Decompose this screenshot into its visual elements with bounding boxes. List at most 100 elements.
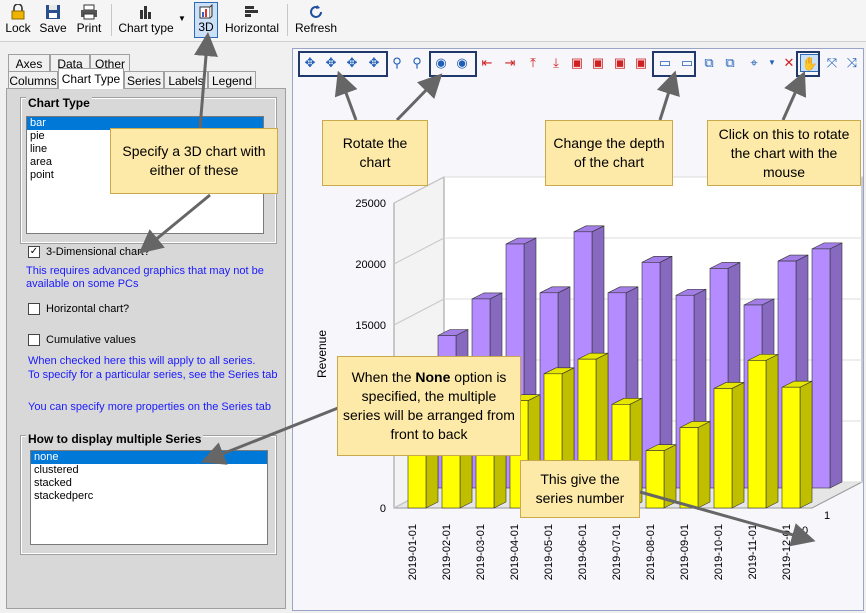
cube-copy-icon[interactable]: ⧉ [725, 55, 735, 70]
three-d-checkbox[interactable]: ✓ [28, 246, 40, 258]
callout-depth: Change the depth of the chart [545, 120, 673, 186]
eye-left-icon[interactable]: ◉ [435, 55, 447, 70]
cumulative-note: When checked here this will apply to all… [28, 355, 256, 367]
save-button[interactable]: Save [38, 2, 68, 38]
tab-other[interactable]: Other [90, 54, 130, 72]
rotate-left-icon[interactable]: ✥ [304, 55, 316, 70]
reset-view-icon[interactable]: ✕ [783, 55, 795, 70]
multi-series-listbox[interactable]: none clustered stacked stackedperc [30, 450, 268, 545]
three-d-note: This requires advanced graphics that may… [26, 265, 264, 277]
rotate-down-icon[interactable]: ✥ [368, 55, 380, 70]
cumulative-note: To specify for a particular series, see … [28, 369, 278, 381]
callout-series-number: This give the series number [520, 460, 640, 518]
list-item[interactable]: stackedperc [34, 490, 94, 502]
list-item[interactable]: area [30, 156, 53, 168]
tab-columns[interactable]: Columns [8, 71, 58, 89]
x-tick-label: 2019-04-01 [509, 524, 521, 580]
callout-text-bold: None [415, 369, 451, 385]
gridline [393, 298, 445, 326]
bar-side [829, 242, 843, 489]
three-d-label: 3D [198, 20, 214, 34]
x-tick-label: 2019-03-01 [475, 524, 487, 580]
print-button[interactable]: Print [74, 2, 104, 38]
cumulative-checkbox-label: Cumulative values [46, 334, 136, 346]
lock-label: Lock [5, 21, 31, 35]
chevron-down-icon[interactable]: ▼ [178, 14, 186, 23]
move-left-icon[interactable]: ⇤ [481, 55, 493, 70]
chevron-down-icon[interactable]: ▼ [768, 58, 776, 67]
rotate-right-icon[interactable]: ✥ [325, 55, 337, 70]
depth-increase-icon[interactable]: ▭ [680, 55, 694, 70]
series-axis-label: 1 [824, 510, 830, 522]
chart-bar [781, 380, 813, 509]
move-down-icon[interactable]: ⤓ [553, 55, 559, 70]
list-item[interactable]: none [31, 451, 267, 464]
horizontal-button[interactable]: Horizontal [222, 2, 282, 38]
tilt-icon[interactable]: ⚲ [392, 55, 402, 70]
bar-front [679, 427, 699, 509]
mouse-rotate-highlight [796, 51, 820, 77]
perspective-icon[interactable]: ⌖ [750, 55, 758, 70]
refresh-button[interactable]: Refresh [294, 2, 338, 38]
cumulative-checkbox[interactable] [28, 334, 40, 346]
main-toolbar: Lock Save Print Chart type ▼ 3D Horizont… [0, 0, 866, 42]
tilt-back-icon[interactable]: ⚲ [412, 55, 422, 70]
y-tick-label: 0 [380, 503, 386, 515]
y-tick-label: 15000 [355, 320, 386, 332]
list-item[interactable]: pie [30, 130, 45, 142]
x-tick-label: 2019-02-01 [441, 524, 453, 580]
y-axis-label: Revenue [315, 330, 329, 378]
multi-series-group-title: How to display multiple Series [26, 432, 204, 446]
gridline [393, 237, 445, 265]
hand-rotate-icon[interactable]: ✋ [800, 54, 820, 72]
save-label: Save [39, 21, 67, 35]
frame-icon[interactable]: ▣ [634, 55, 648, 70]
tab-chart-type[interactable]: Chart Type [58, 68, 124, 89]
chart-type-group-title: Chart Type [26, 96, 92, 110]
tab-axes[interactable]: Axes [8, 54, 50, 72]
select-icon[interactable]: ⤧ [826, 55, 838, 70]
list-item[interactable]: point [30, 169, 54, 181]
zoom-reset-icon[interactable]: ▣ [613, 55, 627, 70]
chart-bar [645, 444, 677, 509]
bar-side [731, 381, 745, 509]
x-tick-label: 2019-01-01 [407, 524, 419, 580]
tab-data[interactable]: Data [50, 54, 90, 72]
zoom-out-icon[interactable]: ▣ [591, 55, 605, 70]
bar-side [663, 444, 677, 509]
chart-bar [641, 255, 673, 489]
lock-button[interactable]: Lock [3, 2, 33, 38]
x-tick-label: 2019-06-01 [577, 524, 589, 580]
axis-icon[interactable]: ⤨ [846, 55, 858, 70]
y-tick-label: 20000 [355, 259, 386, 271]
eye-right-icon[interactable]: ◉ [456, 55, 468, 70]
cube-icon[interactable]: ⧉ [704, 55, 714, 70]
callout-mouse-rotate: Click on this to rotate the chart with t… [707, 120, 861, 186]
list-item[interactable]: line [30, 143, 48, 155]
rotate-buttons-highlight [298, 51, 388, 77]
tab-legend[interactable]: Legend [208, 71, 256, 89]
chart-bar [747, 353, 779, 509]
eye-buttons-highlight [429, 51, 477, 77]
three-d-toggle-button[interactable]: 3D [194, 2, 218, 38]
bar-front [645, 450, 665, 509]
horizontal-checkbox[interactable] [28, 303, 40, 315]
three-d-checkbox-label: 3-Dimensional chart? [46, 246, 150, 258]
tab-labels[interactable]: Labels [164, 71, 208, 89]
chart-bar [811, 242, 843, 489]
x-tick-label: 2019-12-01 [781, 524, 793, 580]
list-item[interactable]: stacked [34, 477, 72, 489]
depth-decrease-icon[interactable]: ▭ [658, 55, 672, 70]
bar-front [781, 386, 801, 509]
tab-series[interactable]: Series [124, 71, 164, 89]
bar-front [811, 248, 831, 489]
print-label: Print [76, 21, 102, 35]
move-right-icon[interactable]: ⇥ [504, 55, 516, 70]
list-item[interactable]: clustered [34, 464, 79, 476]
move-up-icon[interactable]: ⤒ [530, 55, 536, 70]
printer-icon [80, 3, 98, 21]
zoom-in-icon[interactable]: ▣ [570, 55, 584, 70]
chart-type-button[interactable]: Chart type [116, 2, 176, 38]
rotate-up-icon[interactable]: ✥ [346, 55, 358, 70]
horizontal-label: Horizontal [224, 21, 280, 35]
